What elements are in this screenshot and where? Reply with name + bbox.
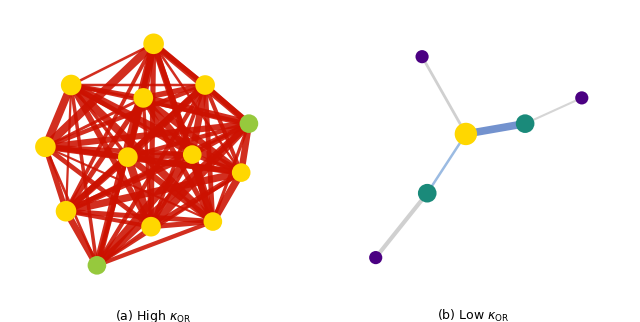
- Point: [123, 155, 133, 160]
- Point: [371, 255, 381, 260]
- Point: [520, 121, 530, 126]
- Point: [92, 263, 102, 268]
- Point: [146, 224, 156, 229]
- Point: [236, 170, 246, 175]
- Point: [244, 121, 254, 126]
- Text: (b) Low $\kappa_{\mathrm{OR}}$: (b) Low $\kappa_{\mathrm{OR}}$: [437, 308, 510, 322]
- Text: (a) High $\kappa_{\mathrm{OR}}$: (a) High $\kappa_{\mathrm{OR}}$: [115, 308, 192, 322]
- Point: [422, 191, 433, 196]
- Point: [40, 144, 51, 149]
- Point: [187, 152, 197, 157]
- Point: [577, 95, 587, 100]
- Point: [417, 54, 428, 59]
- Point: [461, 131, 471, 137]
- Point: [66, 82, 76, 88]
- Point: [148, 41, 159, 46]
- Point: [61, 209, 71, 214]
- Point: [208, 219, 218, 224]
- Point: [138, 95, 148, 100]
- Point: [200, 82, 210, 88]
